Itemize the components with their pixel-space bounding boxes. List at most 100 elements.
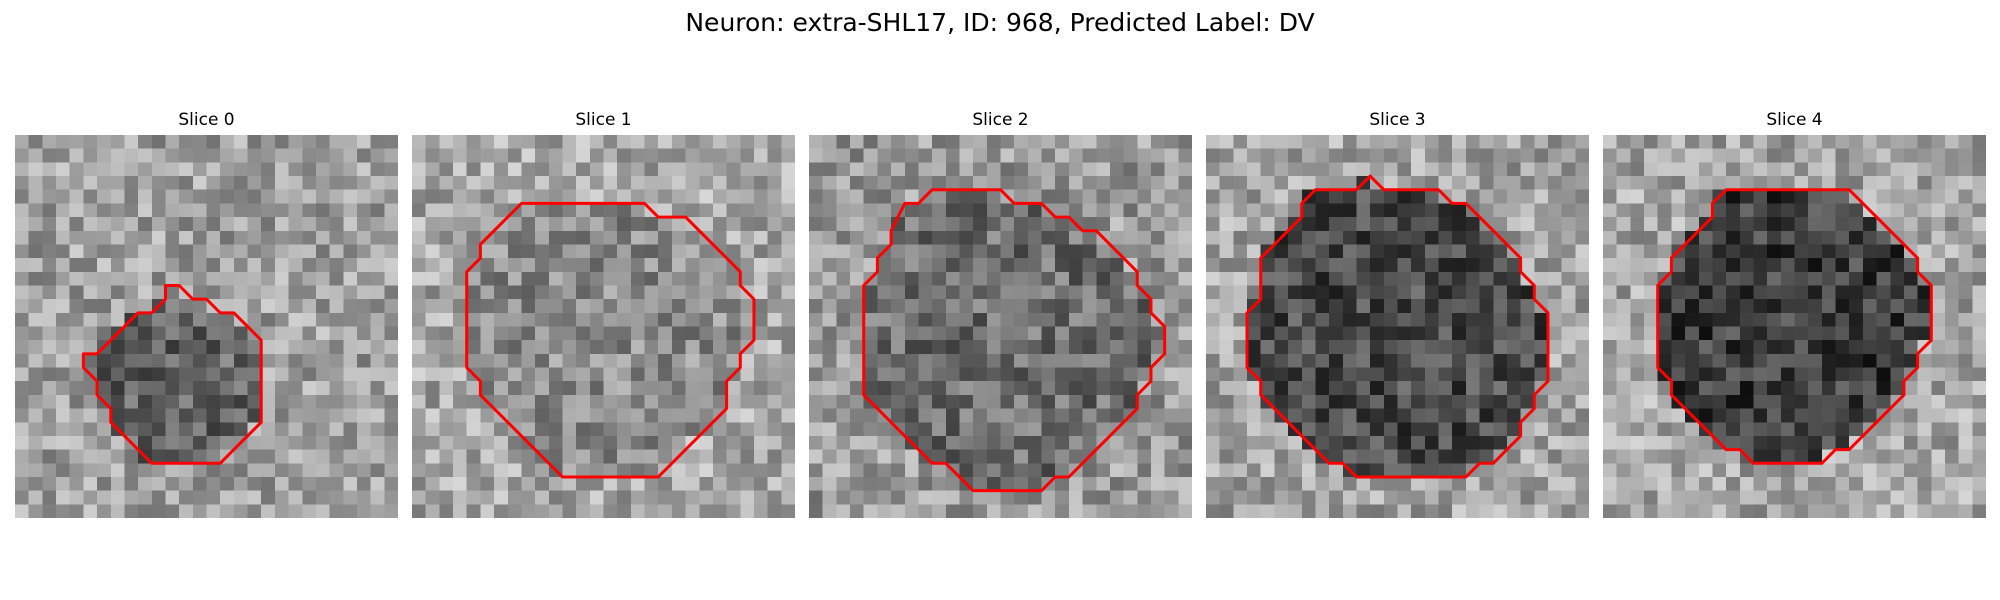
image-pixel [206,381,221,396]
image-pixel [124,271,139,286]
image-pixel [753,490,768,505]
image-pixel [138,203,153,218]
image-pixel [124,422,139,437]
image-pixel [918,258,933,273]
image-pixel [1260,408,1275,423]
image-pixel [521,203,536,218]
image-pixel [425,476,440,491]
image-pixel [1644,394,1658,409]
image-pixel [959,435,974,450]
image-pixel [1534,408,1549,423]
image-pixel [1575,148,1589,163]
image-pixel [1903,422,1918,437]
image-pixel [986,189,1001,204]
image-pixel [822,312,837,327]
pixel-grid [1206,135,1589,518]
image-pixel [1780,326,1795,341]
image-pixel [343,312,358,327]
image-pixel [1027,490,1042,505]
image-pixel [151,271,166,286]
image-pixel [1315,381,1330,396]
image-pixel [576,162,591,177]
image-pixel [356,299,371,314]
image-pixel [1096,203,1111,218]
image-pixel [1164,176,1179,190]
image-pixel [712,394,727,409]
image-pixel [671,312,686,327]
image-pixel [1657,230,1672,245]
image-pixel [1233,258,1248,273]
image-pixel [1000,449,1015,464]
image-pixel [1739,285,1754,300]
image-pixel [767,299,782,314]
image-pixel [1027,326,1042,341]
image-pixel [1260,381,1275,396]
image-pixel [1233,326,1248,341]
image-pixel [1438,381,1453,396]
image-pixel [494,490,509,505]
image-pixel [1288,367,1303,382]
image-pixel [274,285,289,300]
image-pixel [1137,353,1152,368]
image-pixel [753,394,768,409]
image-pixel [753,217,768,232]
image-pixel [15,203,29,218]
image-pixel [1944,435,1959,450]
image-pixel [1849,381,1864,396]
image-pixel [1383,299,1398,314]
image-pixel [28,135,43,149]
image-pixel [685,148,700,163]
image-pixel [412,490,426,505]
image-pixel [1301,504,1316,518]
image-pixel [1520,217,1535,232]
image-pixel [1233,135,1248,149]
image-pixel [1465,394,1480,409]
image-pixel [1753,217,1768,232]
image-pixel [1876,490,1891,505]
image-pixel [1630,299,1645,314]
image-pixel [891,148,906,163]
image-pixel [1712,299,1727,314]
image-pixel [124,394,139,409]
image-pixel [548,230,563,245]
image-pixel [1247,258,1261,273]
image-pixel [1123,230,1138,245]
image-pixel [1274,148,1289,163]
image-pixel [1931,353,1946,368]
image-pixel [425,176,440,190]
image-pixel [138,435,153,450]
image-pixel [1301,381,1316,396]
image-pixel [712,271,727,286]
image-pixel [1109,367,1124,382]
image-pixel [1219,422,1234,437]
image-pixel [671,258,686,273]
image-pixel [1096,176,1111,190]
image-pixel [1685,299,1700,314]
image-pixel [1534,504,1549,518]
image-pixel [1479,326,1494,341]
image-pixel [1506,312,1521,327]
image-pixel [384,326,398,341]
image-pixel [1561,312,1576,327]
image-pixel [932,408,947,423]
image-pixel [480,353,495,368]
image-pixel [247,285,262,300]
image-pixel [685,203,700,218]
image-pixel [685,244,700,259]
image-pixel [1603,394,1617,409]
image-pixel [138,394,153,409]
image-pixel [42,394,57,409]
image-pixel [1849,394,1864,409]
image-pixel [1164,230,1179,245]
image-pixel [302,258,317,273]
image-pixel [480,271,495,286]
image-pixel [1644,230,1658,245]
image-pixel [535,422,550,437]
image-pixel [945,162,960,177]
image-pixel [1164,394,1179,409]
image-pixel [1603,340,1617,355]
image-pixel [15,244,29,259]
image-pixel [850,353,864,368]
image-pixel [1931,367,1946,382]
image-pixel [1260,367,1275,382]
